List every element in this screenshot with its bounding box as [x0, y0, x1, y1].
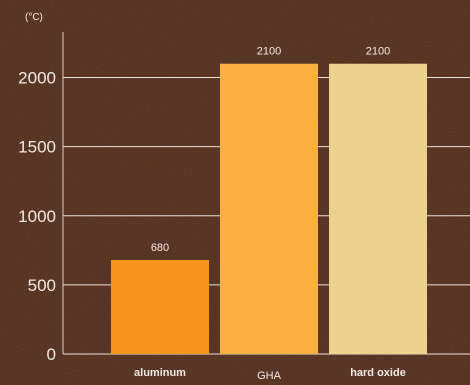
data-label-gha: 2100 — [257, 46, 281, 58]
y-axis-ticks: 0 500 1000 1500 2000 — [18, 69, 56, 364]
category-label-gha: GHA — [257, 370, 282, 382]
bar-gha — [220, 63, 318, 354]
data-label-aluminum: 680 — [151, 242, 169, 254]
y-tick-label-1500: 1500 — [18, 138, 56, 157]
y-tick-label-500: 500 — [28, 276, 56, 295]
y-axis-unit-label: (°C) — [25, 12, 43, 23]
category-label-aluminum: aluminum — [134, 367, 186, 379]
data-labels: 680 2100 2100 — [151, 46, 390, 254]
bar-aluminum — [111, 260, 209, 354]
y-tick-label-1000: 1000 — [18, 207, 56, 226]
bar-hard-oxide — [329, 63, 427, 354]
y-tick-label-0: 0 — [47, 345, 56, 364]
category-label-hard-oxide: hard oxide — [350, 367, 406, 379]
data-label-hard-oxide: 2100 — [366, 46, 390, 58]
x-axis-category-labels: aluminum GHA hard oxide — [134, 367, 406, 382]
y-tick-label-2000: 2000 — [18, 69, 56, 88]
bars — [111, 63, 427, 354]
